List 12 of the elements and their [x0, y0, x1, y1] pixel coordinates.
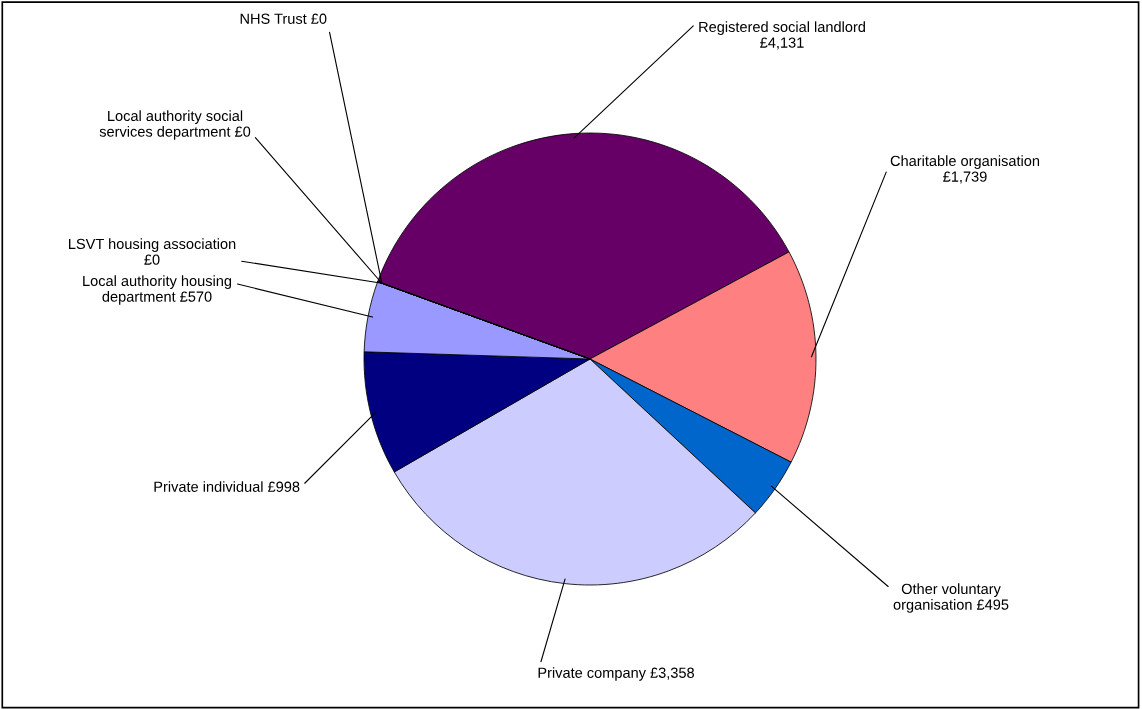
category-label: LSVT housing association	[69, 238, 236, 252]
data-label: £1,739	[943, 171, 987, 184]
slice-label: Private company £3,358	[538, 667, 695, 681]
slice-label: Registered social landlord	[699, 21, 865, 35]
slice-label: Charitable organisation	[890, 155, 1040, 169]
category-label: Local authority social services department £0	[99, 110, 251, 140]
category-label: NHS Trust £0	[240, 13, 327, 24]
text: £0	[144, 254, 160, 265]
data-label: £4,131	[760, 37, 804, 50]
slice-label: Local authority housing department £570	[83, 275, 232, 305]
slice-label: Private individual £998	[154, 481, 300, 492]
slice-label: Other voluntary organisation £495	[893, 583, 1009, 613]
